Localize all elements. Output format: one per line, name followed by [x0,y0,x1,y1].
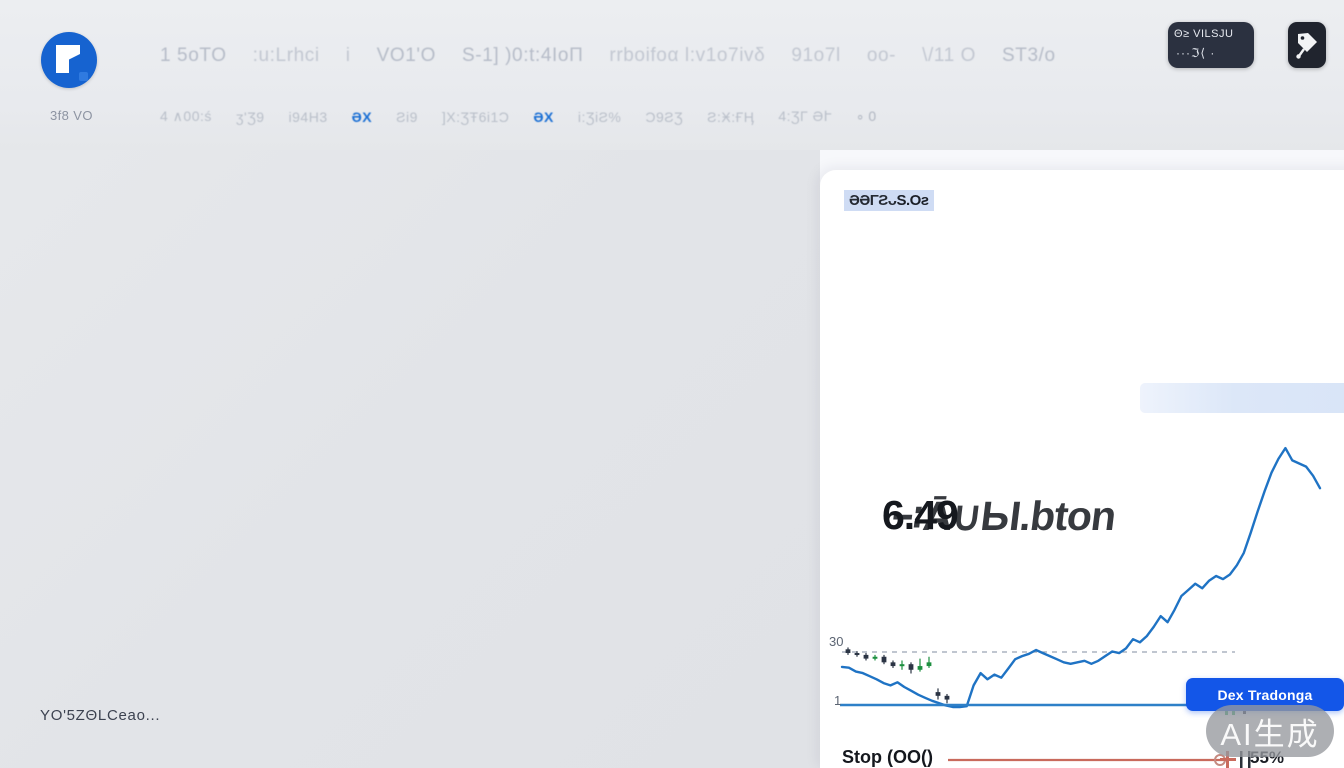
logo-caption: 3f8 VO [50,108,93,123]
sub-item-10[interactable]: 4:ƷΓ ӘՒ [778,108,832,124]
nav-item-5[interactable]: rrboifoα l:v1o7ivδ [609,45,766,66]
nav-item-7[interactable]: oo- [866,45,897,66]
logo-flag-icon [56,45,80,73]
card-headline-secondary: ∹Ᾱ∪Ы.bton [887,493,1119,539]
status-badge[interactable]: Θ≥ VILSJU ···ℑ⟨ · [1168,22,1254,68]
sub-item-8[interactable]: Ɔ9ƧƷ [645,108,684,125]
sub-item-close-icon-1[interactable]: ƏX [533,108,554,125]
sub-item-0[interactable]: 4 ∧00:ś [160,108,212,124]
nav-item-2[interactable]: i [345,45,351,66]
sub-item-status-dot: ∘ 0 [855,108,877,124]
sub-item-2[interactable]: i94H3 [288,108,328,125]
top-nav: 1 5oTO :u:Lrhci i VO1'O S-1] )0:t:4IoΠ r… [160,45,1056,67]
card-title-badge: ƏƏΓƧᴗS.Oƨ [844,190,934,211]
card-header-placeholder [1140,383,1344,413]
nav-item-6[interactable]: 91o7l [791,45,841,66]
card-title-badge-tail: S.Oƨ [896,192,929,209]
sub-item-1[interactable]: ʒ'Ʒ9 [235,108,265,125]
app-logo[interactable] [41,32,97,88]
nav-item-4[interactable]: S-1] )0:t:4IoΠ [462,45,584,66]
card-title-badge-text: ƏƏΓƧᴗ [849,192,897,209]
top-bar: 3f8 VO 1 5oTO :u:Lrhci i VO1'O S-1] )0:t… [0,0,1344,150]
sub-nav: 4 ∧00:ś ʒ'Ʒ9 i94H3 ƏX Ƨi9 ]X:ƷŦ6i1Ɔ ƏX i… [160,108,876,125]
ai-generated-watermark: AI生成 [1206,705,1334,757]
nav-item-3[interactable]: VO1'O [376,45,436,66]
bottom-left-caption: YO'5ZΘLCeao... [40,707,161,724]
nav-item-1[interactable]: :u:Lrhci [252,45,320,66]
status-badge-line1: Θ≥ VILSJU [1174,28,1234,40]
y-axis-tick-1: 1 [834,693,842,708]
nav-item-8[interactable]: \/11 O [922,45,977,66]
y-axis-tick-30: 30 [829,634,844,649]
sub-item-close-icon-0[interactable]: ƏX [351,108,373,125]
sub-item-7[interactable]: i:ƷiƧ% [577,108,622,125]
nav-item-0[interactable]: 1 5oTO [160,45,227,66]
tag-icon-button[interactable] [1288,22,1326,68]
sub-item-9[interactable]: Ƨ:Ӿ:ҒӉ [707,108,755,125]
price-line [840,446,1322,709]
tag-icon [1296,33,1317,59]
candlestick-group [845,647,950,704]
sub-item-4[interactable]: Ƨi9 [396,108,418,125]
stop-loss-title: Stop (OO() [842,747,933,767]
sub-item-5[interactable]: ]X:ƷŦ6i1Ɔ [441,108,510,125]
nav-item-9[interactable]: ST3/o [1002,45,1056,66]
logo-badge-dot [79,72,88,81]
status-badge-line2: ···ℑ⟨ · [1176,46,1216,60]
